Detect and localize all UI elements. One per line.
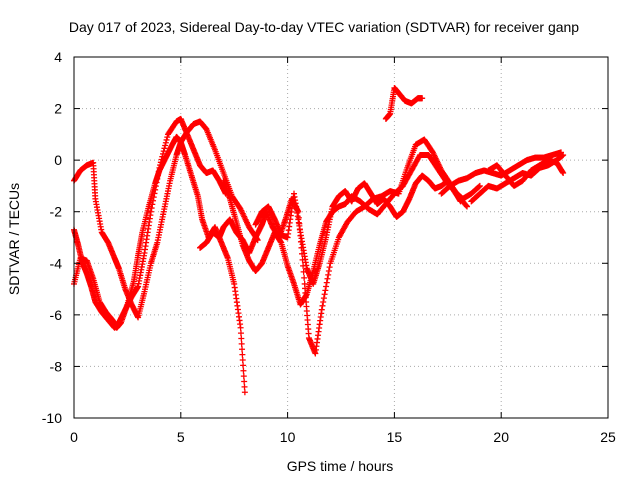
y-tick-label: 2 <box>54 101 62 117</box>
data-point <box>560 170 567 177</box>
data-point <box>153 179 160 186</box>
data-point <box>155 172 162 179</box>
data-point <box>325 268 332 275</box>
data-point <box>476 182 483 189</box>
y-tick-label: -6 <box>50 307 63 323</box>
x-tick-label: 5 <box>177 429 185 445</box>
data-point <box>319 302 326 309</box>
y-tick-label: -10 <box>42 410 62 426</box>
x-tick-label: 15 <box>387 429 403 445</box>
x-tick-label: 0 <box>70 429 78 445</box>
data-point <box>155 168 162 175</box>
data-marks <box>71 84 567 396</box>
data-point <box>159 153 166 160</box>
data-point <box>152 183 159 190</box>
data-point <box>150 194 157 201</box>
data-point <box>237 330 244 337</box>
data-point <box>320 295 327 302</box>
data-point <box>149 201 156 208</box>
data-point <box>322 287 329 294</box>
track-10 <box>485 157 567 189</box>
data-point <box>325 271 332 278</box>
data-point <box>240 362 247 369</box>
data-point <box>152 186 159 193</box>
data-point <box>457 198 464 205</box>
data-point <box>164 134 171 141</box>
data-point <box>326 264 333 271</box>
data-point <box>463 202 470 209</box>
data-point <box>321 291 328 298</box>
axis-ticks: 0 5 10 15 20 25 -10 -8 -6 -4 -2 0 2 4 <box>42 49 616 445</box>
data-point <box>163 136 170 143</box>
track-7 <box>382 84 426 122</box>
data-point <box>239 356 246 363</box>
data-point <box>157 159 164 166</box>
x-tick-label: 25 <box>600 429 616 445</box>
data-point <box>419 95 426 102</box>
y-tick-label: -4 <box>50 255 63 271</box>
data-point <box>147 208 154 215</box>
data-point <box>320 298 327 305</box>
data-point <box>160 150 166 157</box>
data-point <box>464 203 471 210</box>
data-point <box>238 335 245 342</box>
data-point <box>301 274 308 281</box>
data-point <box>158 156 165 163</box>
data-point <box>241 383 248 390</box>
track-6 <box>252 172 464 287</box>
track-5 <box>220 151 483 308</box>
data-point <box>151 190 158 197</box>
y-tick-label: -2 <box>50 204 63 220</box>
data-point <box>237 324 244 331</box>
data-point <box>241 389 248 396</box>
data-point <box>318 306 325 313</box>
data-point <box>324 275 331 282</box>
data-point <box>560 151 567 158</box>
data-point <box>150 197 157 204</box>
data-point <box>157 162 164 169</box>
y-tick-label: 4 <box>54 49 62 65</box>
data-point <box>162 142 169 149</box>
y-tick-label: -8 <box>50 358 63 374</box>
data-point <box>161 145 168 152</box>
x-tick-label: 20 <box>493 429 509 445</box>
data-point <box>154 175 161 182</box>
data-point <box>162 139 169 146</box>
chart-title: Day 017 of 2023, Sidereal Day-to-day VTE… <box>69 19 579 35</box>
data-point <box>148 205 155 212</box>
data-point <box>239 351 246 358</box>
y-tick-label: 0 <box>54 152 62 168</box>
data-point <box>156 164 163 171</box>
data-point <box>240 373 247 380</box>
x-axis-label: GPS time / hours <box>287 458 394 474</box>
data-point <box>323 283 330 290</box>
x-tick-label: 10 <box>280 429 296 445</box>
data-point <box>160 148 167 155</box>
data-point <box>240 367 247 374</box>
data-point <box>323 279 330 286</box>
data-point <box>241 378 248 385</box>
y-axis-label: SDTVAR / TECUs <box>6 183 22 295</box>
data-point <box>239 346 246 353</box>
data-point <box>238 340 245 347</box>
plot-frame <box>73 56 609 419</box>
